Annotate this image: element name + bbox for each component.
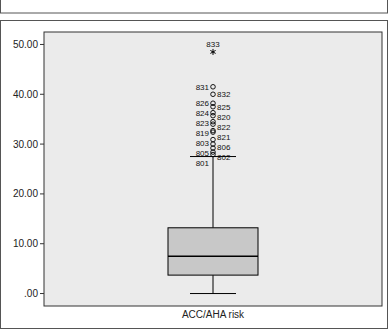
outlier — [211, 152, 216, 157]
upper-whisker — [213, 157, 214, 228]
marks — [168, 49, 258, 294]
y-tick — [40, 243, 44, 244]
outlier-label: 822 — [217, 123, 231, 132]
outlier — [211, 122, 216, 127]
extreme-label: 833 — [206, 40, 220, 49]
outlier-label: 826 — [196, 99, 210, 108]
box — [168, 228, 258, 275]
median — [168, 255, 258, 257]
chart: .00 10.00 20.00 30.00 40.00 50.00 831 832 826 825… — [0, 0, 388, 329]
outlier-label: 823 — [196, 119, 210, 128]
top-frame — [1, 0, 388, 13]
outlier — [211, 85, 216, 90]
outlier-label: 803 — [196, 139, 210, 148]
extreme — [210, 49, 215, 55]
outlier — [211, 113, 216, 118]
outlier-label: 831 — [196, 83, 210, 92]
y-tick — [40, 293, 44, 294]
outlier — [211, 130, 216, 135]
outlier-label: 832 — [217, 90, 231, 99]
category-label: ACC/AHA risk — [182, 309, 245, 320]
y-tick — [40, 144, 44, 145]
y-tick-label: 40.00 — [13, 89, 38, 100]
y-tick — [40, 94, 44, 95]
lower-cap — [190, 293, 236, 294]
plot-area — [44, 32, 382, 306]
figure-frame — [1, 21, 388, 329]
outlier-label: 819 — [196, 129, 210, 138]
outlier-label: 820 — [217, 113, 231, 122]
y-tick-label: 20.00 — [13, 188, 38, 199]
outlier-label: 805 — [196, 149, 210, 158]
y-tick-label: 50.00 — [13, 39, 38, 50]
outlier-label: 821 — [217, 133, 231, 142]
y-tick — [40, 44, 44, 45]
outlier-label: 802 — [217, 153, 231, 162]
lower-whisker — [213, 275, 214, 293]
y-tick-label: 10.00 — [13, 238, 38, 249]
outlier-label: 801 — [196, 159, 210, 168]
outlier — [211, 92, 216, 97]
y-tick-label: .00 — [24, 288, 38, 299]
outlier-label: 824 — [196, 109, 210, 118]
outlier — [211, 137, 216, 142]
y-tick-label: 30.00 — [13, 139, 38, 150]
y-tick — [40, 193, 44, 194]
outlier-label: 806 — [217, 143, 231, 152]
outlier-label: 825 — [217, 103, 231, 112]
outlier — [211, 104, 216, 109]
labels: 8318328268258248208238228198218038068058… — [196, 40, 231, 168]
